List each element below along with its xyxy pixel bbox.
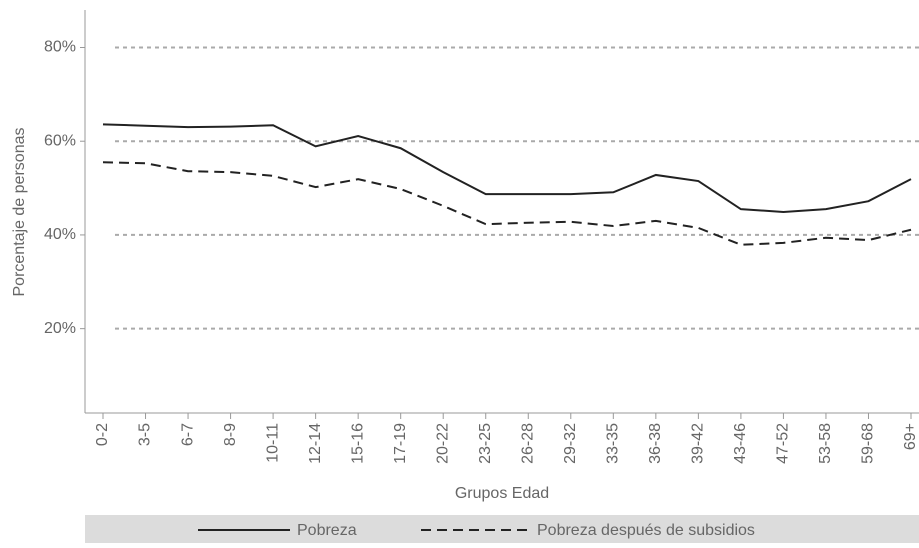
x-tick-label: 12-14 [307, 423, 324, 464]
x-tick-label: 15-16 [349, 423, 366, 464]
x-tick-label: 10-11 [264, 423, 281, 463]
x-tick-label: 0-2 [94, 423, 111, 446]
series-line [102, 161, 912, 246]
y-axis-label: Porcentaje de personas [11, 128, 28, 297]
x-tick-label: 29-32 [562, 423, 579, 464]
x-tick-label: 59-68 [860, 423, 877, 464]
x-tick-label: 36-38 [647, 423, 664, 464]
legend-label: Pobreza [297, 522, 357, 539]
x-tick-label: 3-5 [137, 423, 154, 446]
x-tick-label: 26-28 [519, 423, 536, 464]
y-tick-label: 80% [44, 39, 76, 56]
y-tick-label: 20% [44, 320, 76, 337]
y-tick-label: 60% [44, 132, 76, 149]
x-tick-label: 17-19 [392, 423, 409, 464]
x-axis-label: Grupos Edad [455, 485, 549, 502]
x-tick-label: 43-46 [732, 423, 749, 464]
x-tick-label: 53-58 [817, 423, 834, 464]
x-tick-label: 47-52 [775, 423, 792, 464]
x-tick-label: 33-35 [605, 423, 622, 464]
series-line [102, 123, 912, 213]
legend-label: Pobreza después de subsidios [537, 522, 755, 539]
x-tick-label: 8-9 [222, 423, 239, 446]
x-tick-label: 20-22 [434, 423, 451, 464]
x-tick-label: 23-25 [477, 423, 494, 464]
x-tick-label: 69+ [902, 423, 919, 450]
y-tick-label: 40% [44, 226, 76, 243]
x-tick-label: 6-7 [179, 423, 196, 446]
x-tick-label: 39-42 [690, 423, 707, 464]
